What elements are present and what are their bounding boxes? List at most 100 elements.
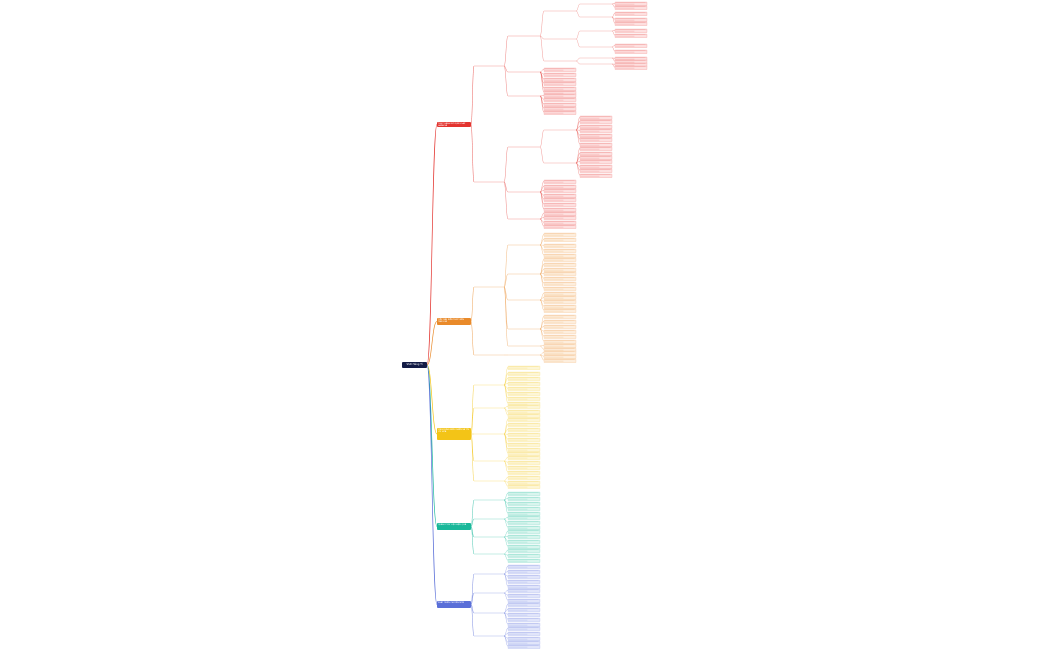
leaf-node[interactable] (543, 271, 577, 276)
leaf-node[interactable] (614, 49, 648, 54)
leaf-node[interactable] (543, 304, 577, 309)
leaf-node[interactable] (507, 501, 541, 506)
leaf-node[interactable] (543, 110, 577, 115)
branch-node-4[interactable]: QUẢN LÝ DỮ LIỆU HIỆU QUẢ (437, 523, 471, 530)
leaf-node[interactable] (543, 220, 577, 225)
leaf-node[interactable] (507, 413, 541, 418)
leaf-node[interactable] (507, 626, 541, 631)
leaf-node[interactable] (507, 569, 541, 574)
leaf-node[interactable] (507, 422, 541, 427)
leaf-node[interactable] (507, 602, 541, 607)
leaf-node[interactable] (543, 81, 577, 86)
leaf-node[interactable] (614, 28, 648, 33)
leaf-node[interactable] (507, 593, 541, 598)
leaf-node[interactable] (507, 636, 541, 641)
leaf-node[interactable] (579, 119, 613, 124)
leaf-node[interactable] (579, 115, 613, 120)
leaf-node[interactable] (543, 295, 577, 300)
leaf-node[interactable] (579, 159, 613, 164)
leaf-node[interactable] (579, 173, 613, 178)
leaf-node[interactable] (543, 207, 577, 212)
leaf-node[interactable] (543, 281, 577, 286)
leaf-node[interactable] (507, 455, 541, 460)
leaf-node[interactable] (543, 291, 577, 296)
branch-node-5[interactable]: PHÁT TRIỂN CHUYÊN MÔN (437, 601, 471, 608)
leaf-node[interactable] (614, 11, 648, 16)
leaf-node[interactable] (543, 262, 577, 267)
leaf-node[interactable] (507, 480, 541, 485)
leaf-node[interactable] (543, 350, 577, 355)
leaf-node[interactable] (507, 579, 541, 584)
leaf-node[interactable] (543, 334, 577, 339)
leaf-node[interactable] (579, 164, 613, 169)
leaf-node[interactable] (507, 612, 541, 617)
leaf-node[interactable] (507, 470, 541, 475)
leaf-node[interactable] (543, 215, 577, 220)
leaf-node[interactable] (543, 329, 577, 334)
leaf-node[interactable] (543, 299, 577, 304)
leaf-node[interactable] (507, 432, 541, 437)
leaf-node[interactable] (543, 197, 577, 202)
leaf-node[interactable] (579, 168, 613, 173)
leaf-node[interactable] (614, 17, 648, 22)
leaf-node[interactable] (614, 5, 648, 10)
leaf-node[interactable] (543, 102, 577, 107)
leaf-node[interactable] (579, 155, 613, 160)
leaf-node[interactable] (543, 286, 577, 291)
leaf-node[interactable] (507, 417, 541, 422)
leaf-node[interactable] (507, 539, 541, 544)
leaf-node[interactable] (507, 427, 541, 432)
leaf-node[interactable] (507, 376, 541, 381)
leaf-node[interactable] (507, 529, 541, 534)
leaf-node[interactable] (507, 553, 541, 558)
leaf-node[interactable] (543, 267, 577, 272)
leaf-node[interactable] (614, 33, 648, 38)
leaf-node[interactable] (507, 391, 541, 396)
leaf-node[interactable] (507, 534, 541, 539)
leaf-node[interactable] (507, 506, 541, 511)
leaf-node[interactable] (507, 515, 541, 520)
leaf-node[interactable] (507, 544, 541, 549)
leaf-node[interactable] (543, 243, 577, 248)
leaf-node[interactable] (507, 520, 541, 525)
leaf-node[interactable] (507, 475, 541, 480)
leaf-node[interactable] (507, 460, 541, 465)
leaf-node[interactable] (507, 622, 541, 627)
leaf-node[interactable] (543, 358, 577, 363)
leaf-node[interactable] (507, 558, 541, 563)
leaf-node[interactable] (543, 97, 577, 102)
leaf-node[interactable] (614, 43, 648, 48)
leaf-node[interactable] (543, 232, 577, 237)
leaf-node[interactable] (543, 211, 577, 216)
leaf-node[interactable] (614, 65, 648, 70)
leaf-node[interactable] (507, 564, 541, 569)
leaf-node[interactable] (507, 404, 541, 409)
leaf-node[interactable] (543, 339, 577, 344)
leaf-node[interactable] (507, 396, 541, 401)
leaf-node[interactable] (614, 1, 648, 6)
leaf-node[interactable] (579, 128, 613, 133)
leaf-node[interactable] (543, 202, 577, 207)
leaf-node[interactable] (543, 324, 577, 329)
leaf-node[interactable] (507, 496, 541, 501)
leaf-node[interactable] (579, 142, 613, 147)
leaf-node[interactable] (543, 93, 577, 98)
leaf-node[interactable] (543, 188, 577, 193)
leaf-node[interactable] (579, 146, 613, 151)
leaf-node[interactable] (543, 224, 577, 229)
leaf-node[interactable] (507, 644, 541, 649)
leaf-node[interactable] (543, 319, 577, 324)
root-node[interactable]: SSD Hàng Tỉ (402, 362, 427, 368)
leaf-node[interactable] (543, 184, 577, 189)
leaf-node[interactable] (507, 548, 541, 553)
leaf-node[interactable] (507, 451, 541, 456)
leaf-node[interactable] (507, 409, 541, 414)
leaf-node[interactable] (543, 248, 577, 253)
leaf-node[interactable] (507, 588, 541, 593)
leaf-node[interactable] (507, 447, 541, 452)
leaf-node[interactable] (543, 253, 577, 258)
leaf-node[interactable] (543, 193, 577, 198)
leaf-node[interactable] (507, 574, 541, 579)
leaf-node[interactable] (543, 86, 577, 91)
leaf-node[interactable] (507, 640, 541, 645)
